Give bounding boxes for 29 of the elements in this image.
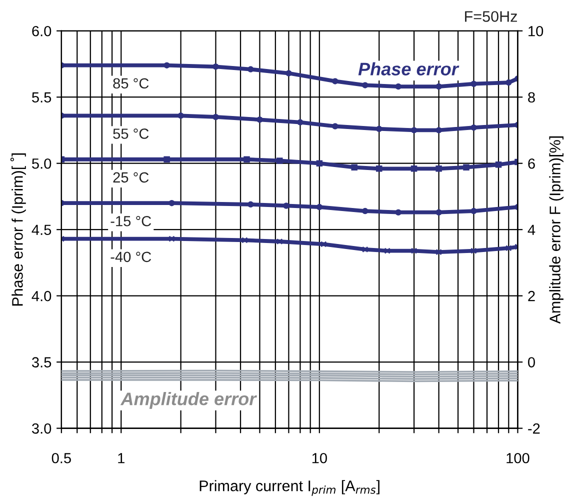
y-tick-label: 4.0	[32, 290, 52, 302]
x-axis-title: Primary current I$_{prim}$ [A$_{rms}$]	[200, 480, 380, 496]
annotation: Amplitude error	[120, 392, 257, 409]
y-tick-label: 5.0	[32, 158, 52, 169]
y2-tick-label: -2	[528, 423, 540, 434]
series-label: -15 °C	[110, 216, 152, 226]
y2-tick-label: 0	[528, 357, 535, 368]
y-tick-label: 5.5	[32, 92, 52, 103]
y2-tick-label: 6	[528, 158, 535, 169]
x-tick-label: 0.5	[52, 452, 71, 464]
annotation: Phase error	[358, 62, 460, 76]
y2-tick-label: 8	[528, 92, 535, 103]
y2-axis-title: Amplitude error F (Iprim)[%]	[549, 136, 564, 324]
series-label: 55 °C	[113, 128, 149, 139]
x-tick-label: 1	[118, 453, 124, 464]
y-tick-label: 3.5	[32, 357, 52, 368]
x-tick-label: 10	[312, 452, 327, 464]
x-tick-label: 100	[506, 452, 530, 464]
y2-tick-label: 10	[528, 26, 544, 36]
y2-tick-label: 4	[528, 224, 536, 235]
series-label: 85 °C	[113, 78, 149, 89]
y-axis-title: Phase error f (Iprim)[ ˚]	[10, 153, 26, 306]
y-tick-label: 6.0	[32, 26, 52, 36]
text: F=50Hz	[465, 11, 517, 22]
y-tick-label: 4.5	[32, 224, 52, 236]
y-tick-label: 3.0	[32, 423, 52, 434]
y2-tick-label: 2	[528, 290, 535, 302]
series-label: 25 °C	[113, 172, 149, 183]
series-label: -40 °C	[110, 252, 152, 262]
